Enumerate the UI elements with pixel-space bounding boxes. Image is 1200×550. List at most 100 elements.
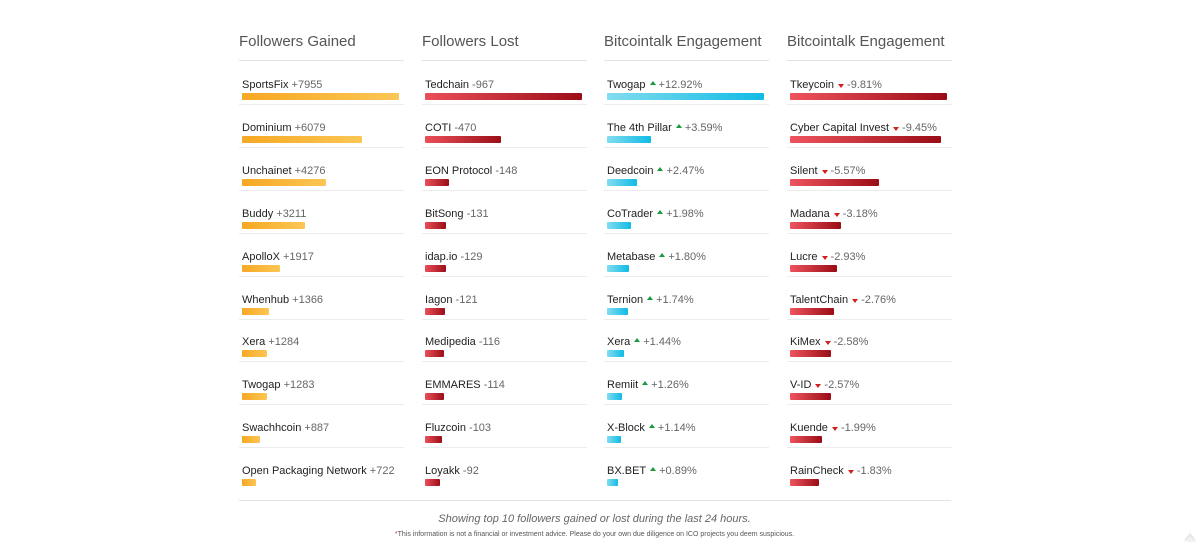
row-divider — [787, 232, 952, 234]
item-name[interactable]: Cyber Capital Invest — [790, 121, 890, 134]
item-value: +1.14% — [657, 422, 696, 435]
list-item[interactable]: Twogap +1283 — [239, 300, 404, 406]
item-name[interactable]: Buddy — [242, 207, 274, 220]
list-item[interactable]: Lucre -2.93% — [787, 172, 952, 277]
list-item[interactable]: Cyber Capital Invest -9.45% — [787, 43, 952, 148]
list-item[interactable]: Xera +1.44% — [604, 257, 769, 363]
list-item[interactable]: Dominium +6079 — [239, 43, 404, 148]
column-title-divider — [239, 60, 404, 61]
list-item[interactable]: Medipedia -116 — [422, 257, 587, 363]
item-name[interactable]: Twogap — [242, 379, 281, 392]
item-value: -967 — [472, 79, 495, 91]
list-item[interactable]: X-Block +1.14% — [604, 343, 769, 449]
item-name[interactable]: Tkeycoin — [790, 79, 835, 91]
list-item[interactable]: Whenhub +1366 — [239, 215, 404, 320]
list-item[interactable]: Madana -3.18% — [787, 129, 952, 234]
list-item[interactable]: ApolloX +1917 — [239, 172, 404, 277]
item-name[interactable]: Xera — [242, 336, 266, 349]
item-value: -2.76% — [861, 293, 896, 306]
item-name[interactable]: Dominium — [242, 121, 292, 134]
row-divider — [604, 318, 769, 320]
item-name[interactable]: Xera — [607, 336, 631, 349]
row-divider — [422, 361, 587, 363]
item-name[interactable]: Lucre — [790, 250, 818, 263]
item-label: X-Block +1.14% — [607, 422, 696, 434]
list-item[interactable]: Remiit +1.26% — [604, 300, 769, 406]
item-name[interactable]: The 4th Pillar — [607, 121, 672, 134]
item-name[interactable]: Remiit — [607, 379, 639, 392]
item-name[interactable]: TalentChain — [790, 293, 849, 306]
list-item[interactable]: TalentChain -2.76% — [787, 215, 952, 320]
item-name[interactable]: Twogap — [607, 79, 646, 91]
item-name[interactable]: Swachhcoin — [242, 422, 302, 435]
list-item[interactable]: Metabase +1.80% — [604, 172, 769, 277]
list-item[interactable]: Unchainet +4276 — [239, 86, 404, 191]
list-item[interactable]: Tedchain -967 — [422, 0, 587, 105]
list-item[interactable]: KiMex -2.58% — [787, 257, 952, 363]
item-name[interactable]: Open Packaging Network — [242, 465, 367, 478]
list-item[interactable]: BX.BET +0.89% — [607, 386, 769, 487]
trend-down-icon — [821, 255, 828, 260]
list-item[interactable]: Fluzcoin -103 — [422, 343, 587, 449]
item-name[interactable]: BX.BET — [607, 465, 647, 478]
list-item[interactable]: Deedcoin +2.47% — [604, 86, 769, 191]
item-label: Whenhub +1366 — [242, 294, 323, 306]
item-name[interactable]: KiMex — [790, 336, 821, 349]
list-item[interactable]: Tkeycoin -9.81% — [787, 0, 952, 105]
item-name[interactable]: Ternion — [607, 293, 644, 306]
item-name[interactable]: Silent — [790, 164, 818, 177]
list-item[interactable]: RainCheck -1.83% — [790, 386, 952, 487]
list-item[interactable]: Open Packaging Network +722 — [242, 386, 404, 487]
item-name[interactable]: CoTrader — [607, 207, 654, 220]
item-name[interactable]: EMMARES — [425, 379, 481, 392]
scroll-top-icon[interactable] — [1182, 529, 1198, 545]
item-label: Tkeycoin -9.81% — [790, 79, 882, 91]
list-item[interactable]: Silent -5.57% — [787, 86, 952, 191]
list-item[interactable]: Xera +1284 — [239, 257, 404, 363]
list-item[interactable]: Iagon -121 — [422, 215, 587, 320]
list-item[interactable]: Ternion +1.74% — [604, 215, 769, 320]
item-value: -1.99% — [840, 422, 876, 435]
list-item[interactable]: The 4th Pillar +3.59% — [604, 43, 769, 148]
list-item[interactable]: Kuende -1.99% — [787, 343, 952, 449]
item-label: Metabase +1.80% — [607, 251, 706, 263]
list-item[interactable]: Buddy +3211 — [239, 129, 404, 234]
list-item[interactable]: Twogap +12.92% — [604, 0, 769, 105]
item-name[interactable]: Metabase — [607, 250, 656, 263]
item-value: -3.18% — [842, 207, 878, 220]
list-item[interactable]: COTI -470 — [422, 43, 587, 148]
item-name[interactable]: Medipedia — [425, 336, 476, 349]
item-name[interactable]: Loyakk — [425, 465, 460, 478]
row-divider — [239, 232, 404, 234]
list-item[interactable]: SportsFix +7955 — [239, 0, 404, 105]
item-bar — [607, 264, 629, 272]
list-item[interactable]: EMMARES -114 — [422, 300, 587, 406]
list-item[interactable]: Loyakk -92 — [425, 386, 587, 487]
item-name[interactable]: Fluzcoin — [425, 422, 466, 435]
item-name[interactable]: SportsFix — [242, 79, 289, 91]
list-item[interactable]: idap.io -129 — [422, 172, 587, 277]
list-item[interactable]: CoTrader +1.98% — [604, 129, 769, 234]
item-name[interactable]: EON Protocol — [425, 164, 493, 177]
item-name[interactable]: X-Block — [607, 422, 645, 435]
item-name[interactable]: RainCheck — [790, 465, 844, 478]
item-name[interactable]: BitSong — [425, 207, 464, 220]
list-item[interactable]: BitSong -131 — [422, 129, 587, 234]
list-item[interactable]: Swachhcoin +887 — [239, 343, 404, 449]
item-name[interactable]: Deedcoin — [607, 164, 654, 177]
item-name[interactable]: idap.io — [425, 250, 458, 263]
item-name[interactable]: Tedchain — [425, 79, 470, 91]
item-name[interactable]: Unchainet — [242, 164, 292, 177]
item-name[interactable]: Whenhub — [242, 293, 290, 306]
item-name[interactable]: ApolloX — [242, 250, 280, 263]
item-bar — [425, 350, 444, 358]
item-name[interactable]: Madana — [790, 207, 830, 220]
item-name[interactable]: COTI — [425, 121, 452, 134]
list-item[interactable]: V-ID -2.57% — [787, 300, 952, 406]
column-title-divider — [604, 60, 769, 61]
item-name[interactable]: V-ID — [790, 379, 812, 392]
list-item[interactable]: EON Protocol -148 — [422, 86, 587, 191]
item-name[interactable]: Iagon — [425, 293, 453, 306]
item-name[interactable]: Kuende — [790, 422, 828, 435]
item-bar — [607, 307, 629, 315]
